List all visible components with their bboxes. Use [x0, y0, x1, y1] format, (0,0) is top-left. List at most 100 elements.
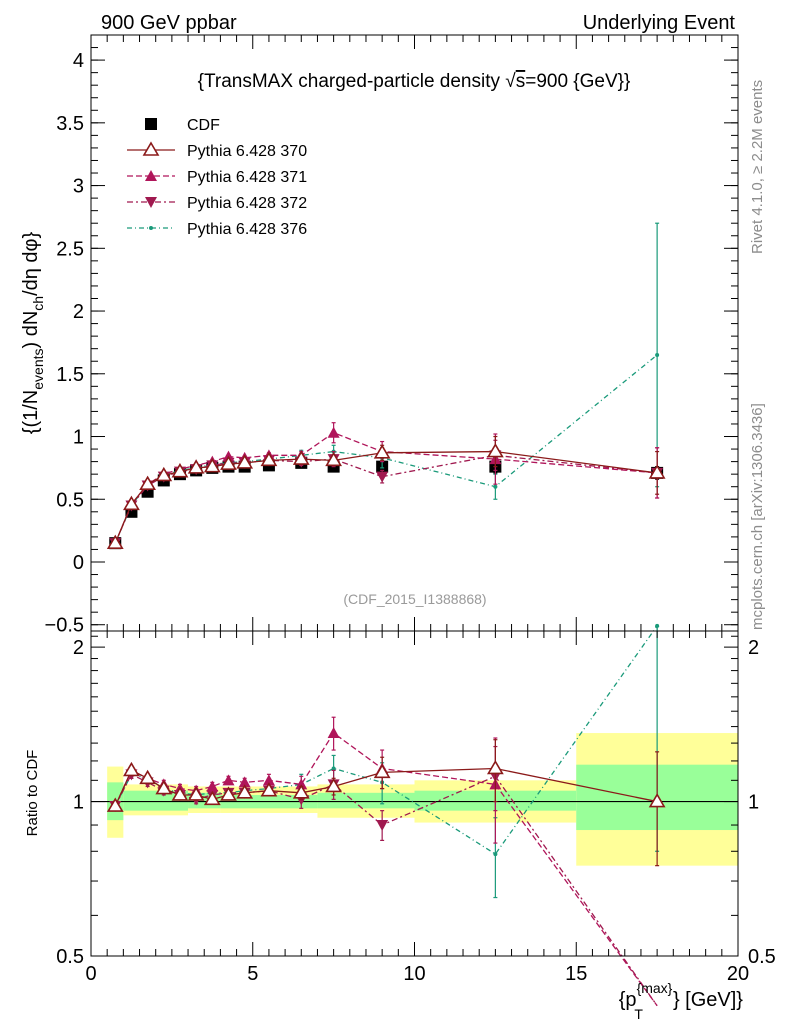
main-marker-p372 — [376, 471, 389, 483]
xlabel-b: } [GeV]} — [673, 989, 743, 1011]
ratio-marker-p376 — [331, 766, 336, 771]
main-series-p370 — [106, 435, 666, 549]
legend-item-p371: Pythia 6.428 371 — [127, 169, 307, 186]
main-marker-p376 — [655, 352, 660, 357]
ratio-marker-p376 — [493, 852, 498, 857]
main-series-p376 — [113, 222, 660, 546]
ratio-marker-p371 — [295, 778, 308, 790]
title-suffix: =900 {GeV}} — [525, 71, 630, 92]
main-ytick-label: 2.5 — [56, 238, 84, 260]
xlabel-a: {p — [619, 989, 637, 1011]
ratio-marker-p370 — [187, 786, 205, 801]
chart-title: {TransMAX charged-particle density √s=90… — [198, 71, 631, 92]
legend-label: Pythia 6.428 371 — [187, 169, 307, 186]
ylabel-a: {(1/N — [20, 390, 42, 434]
main-marker-p370 — [187, 459, 205, 474]
ratio-marker-p370 — [486, 759, 504, 775]
ylabel-sub1: events — [30, 349, 46, 390]
title-s: s — [516, 71, 526, 92]
legend-label: Pythia 6.428 370 — [187, 143, 307, 160]
ratio-marker-p371 — [222, 774, 235, 786]
ratio-marker-p376 — [655, 623, 660, 628]
main-marker-p370 — [139, 475, 157, 490]
ratio-marker-p370 — [236, 784, 254, 799]
ratio-marker-p370 — [648, 792, 666, 808]
main-ytick-label: 0 — [73, 552, 84, 574]
title-prefix: {TransMAX charged-particle density — [198, 71, 506, 92]
main-line-p372 — [114, 454, 658, 544]
mcplots-label: mcplots.cern.ch [arXiv:1306.3436] — [749, 403, 766, 630]
main-ytick-label: 0.5 — [56, 489, 84, 511]
legend-item-cdf: CDF — [145, 117, 220, 134]
ylabel-c: /dη dφ} — [20, 231, 42, 295]
ratio-marker-p371 — [262, 774, 275, 786]
ratio-ytick-label: 0.5 — [56, 946, 84, 968]
main-marker-p370 — [260, 451, 278, 467]
legend-marker — [149, 226, 153, 230]
main-marker-p370 — [155, 466, 173, 482]
legend-item-p372: Pythia 6.428 372 — [127, 195, 307, 212]
ratio-marker-p370 — [220, 786, 237, 801]
main-line-p376 — [114, 354, 658, 544]
legend-marker — [145, 197, 157, 208]
main-marker-p376 — [493, 484, 498, 489]
xtick-label: 10 — [403, 963, 425, 985]
legend-label: CDF — [187, 117, 220, 134]
main-series-p371 — [109, 422, 664, 549]
legend-item-p376: Pythia 6.428 376 — [127, 221, 307, 238]
main-marker-p370 — [325, 451, 343, 467]
ratio-marker-p370 — [203, 790, 221, 806]
main-ytick-label: 2 — [73, 301, 84, 323]
y-axis-label: {(1/Nevents) dNch/dη dφ} — [20, 231, 46, 434]
ratio-marker-p371 — [238, 776, 251, 788]
xtick-label: 15 — [565, 963, 587, 985]
analysis-watermark: (CDF_2015_I1388868) — [343, 591, 486, 607]
main-marker-p370 — [236, 454, 254, 469]
legend-marker — [145, 170, 157, 181]
ratio-marker-p371 — [206, 780, 219, 792]
main-marker-p370 — [486, 442, 504, 458]
ratio-marker-p371 — [327, 727, 340, 739]
main-marker-p371 — [327, 426, 340, 438]
ratio-marker-p370 — [325, 777, 343, 793]
header-left: 900 GeV ppbar — [101, 12, 237, 34]
main-marker-p370 — [373, 444, 391, 459]
main-ytick-label: −0.5 — [45, 615, 84, 637]
ratio-marker-p372 — [376, 820, 389, 832]
xtick-label: 20 — [727, 963, 749, 985]
ylabel-sub2: ch — [30, 296, 46, 311]
ratio-line-p371 — [114, 732, 658, 1007]
ratio-panel: 0.5 0.51 12 20 5 10 15 20 Ratio to CDF {p{max} T… — [24, 623, 776, 1022]
ratio-band-stat — [123, 790, 189, 811]
xtick-label: 0 — [85, 963, 96, 985]
main-marker-p370 — [106, 534, 124, 549]
main-marker-p370 — [203, 458, 221, 473]
main-ytick-label: 1 — [73, 427, 84, 449]
ratio-marker-p370 — [123, 761, 140, 777]
ratio-line-p372 — [114, 773, 658, 1007]
title-sqrt: √ — [505, 71, 516, 92]
ratio-marker-p370 — [155, 779, 173, 795]
ylabel-b: ) dN — [20, 311, 42, 349]
main-marks — [106, 222, 666, 550]
ratio-marker-p370 — [171, 786, 189, 801]
legend: CDF Pythia 6.428 370 Pythia 6.428 371 Pythi… — [127, 117, 307, 238]
legend-item-p370: Pythia 6.428 370 — [127, 141, 307, 160]
main-ticks: −0.5 0 0.5 1 1.5 2 2.5 3 3.5 4 — [45, 35, 739, 637]
ratio-ytick-label-right: 0.5 — [748, 946, 776, 968]
main-ytick-label: 1.5 — [56, 364, 84, 386]
legend-marker — [145, 118, 157, 130]
ratio-ytick-label: 1 — [73, 792, 84, 814]
ratio-marker-p370 — [106, 797, 124, 812]
main-ytick-label: 4 — [73, 50, 84, 72]
ratio-marker-p370 — [139, 769, 157, 785]
ratio-y-label: Ratio to CDF — [24, 750, 41, 837]
xtick-label: 5 — [247, 963, 258, 985]
main-marker-p370 — [220, 455, 237, 470]
legend-label: Pythia 6.428 372 — [187, 195, 307, 212]
ratio-band-stat — [317, 792, 415, 809]
legend-marker — [142, 141, 160, 156]
main-line-p371 — [114, 432, 658, 544]
ratio-ytick-label: 2 — [73, 637, 84, 659]
